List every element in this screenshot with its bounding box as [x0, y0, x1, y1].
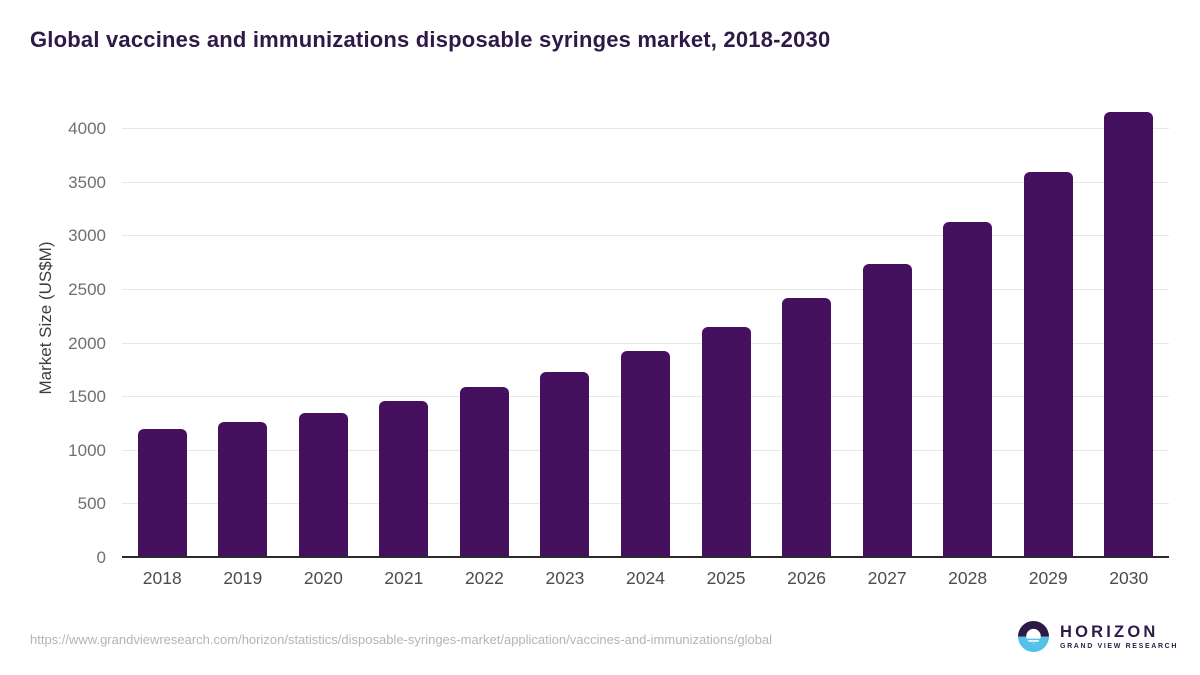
brand-subtitle: GRAND VIEW RESEARCH [1060, 643, 1179, 650]
gridline-3000 [122, 235, 1169, 237]
y-tick-label-1000: 1000 [68, 440, 106, 460]
y-tick-label-3500: 3500 [68, 172, 106, 192]
bar-2020 [298, 412, 348, 558]
y-tick-label-2000: 2000 [68, 333, 106, 353]
bar-2024 [621, 351, 670, 558]
x-tick-label-2025: 2025 [706, 568, 746, 588]
y-tick-label-0: 0 [96, 548, 106, 567]
bar-2018 [137, 429, 187, 558]
gridline-3500 [122, 181, 1169, 183]
y-tick-label-2500: 2500 [68, 279, 106, 299]
x-axis-line [122, 556, 1169, 558]
bar-2026 [782, 298, 832, 558]
x-tick-label-2024: 2024 [626, 568, 665, 588]
source-url: https://www.grandviewresearch.com/horizo… [30, 632, 773, 647]
y-tick-label-3000: 3000 [68, 226, 106, 246]
bar-chart-plot-area [122, 100, 1169, 558]
bar-2021 [379, 400, 429, 558]
bar-2023 [540, 371, 590, 558]
bar-2022 [459, 387, 509, 558]
x-tick-label-2026: 2026 [787, 568, 827, 588]
y-tick-label-4000: 4000 [68, 119, 106, 138]
gridline-2500 [122, 288, 1169, 290]
x-tick-label-2030: 2030 [1109, 568, 1149, 588]
bar-2029 [1023, 172, 1073, 558]
x-tick-label-2023: 2023 [545, 568, 585, 588]
horizon-sun-over-water-icon [1018, 621, 1049, 652]
brand-name: HORIZON [1060, 623, 1159, 641]
bar-2025 [701, 326, 751, 558]
bar-2019 [218, 422, 268, 558]
y-tick-label-500: 500 [77, 494, 106, 514]
x-tick-label-2020: 2020 [303, 568, 343, 588]
brand-logo: HORIZON GRAND VIEW RESEARCH [1018, 621, 1178, 652]
x-tick-label-2021: 2021 [384, 568, 424, 588]
x-tick-label-2028: 2028 [948, 568, 988, 588]
bar-2030 [1104, 111, 1154, 558]
y-tick-label-1500: 1500 [68, 387, 106, 407]
gridline-2000 [122, 342, 1169, 344]
bar-2028 [943, 222, 993, 558]
gridline-4000 [122, 128, 1169, 129]
x-tick-label-2019: 2019 [223, 568, 263, 588]
page-title: Global vaccines and immunizations dispos… [30, 27, 831, 52]
bar-2027 [862, 264, 912, 558]
x-tick-label-2022: 2022 [464, 568, 504, 588]
x-tick-label-2027: 2027 [867, 568, 907, 588]
x-tick-label-2018: 2018 [142, 568, 182, 588]
y-axis-title: Market Size (US$M) [36, 241, 55, 395]
x-tick-label-2029: 2029 [1028, 568, 1068, 588]
